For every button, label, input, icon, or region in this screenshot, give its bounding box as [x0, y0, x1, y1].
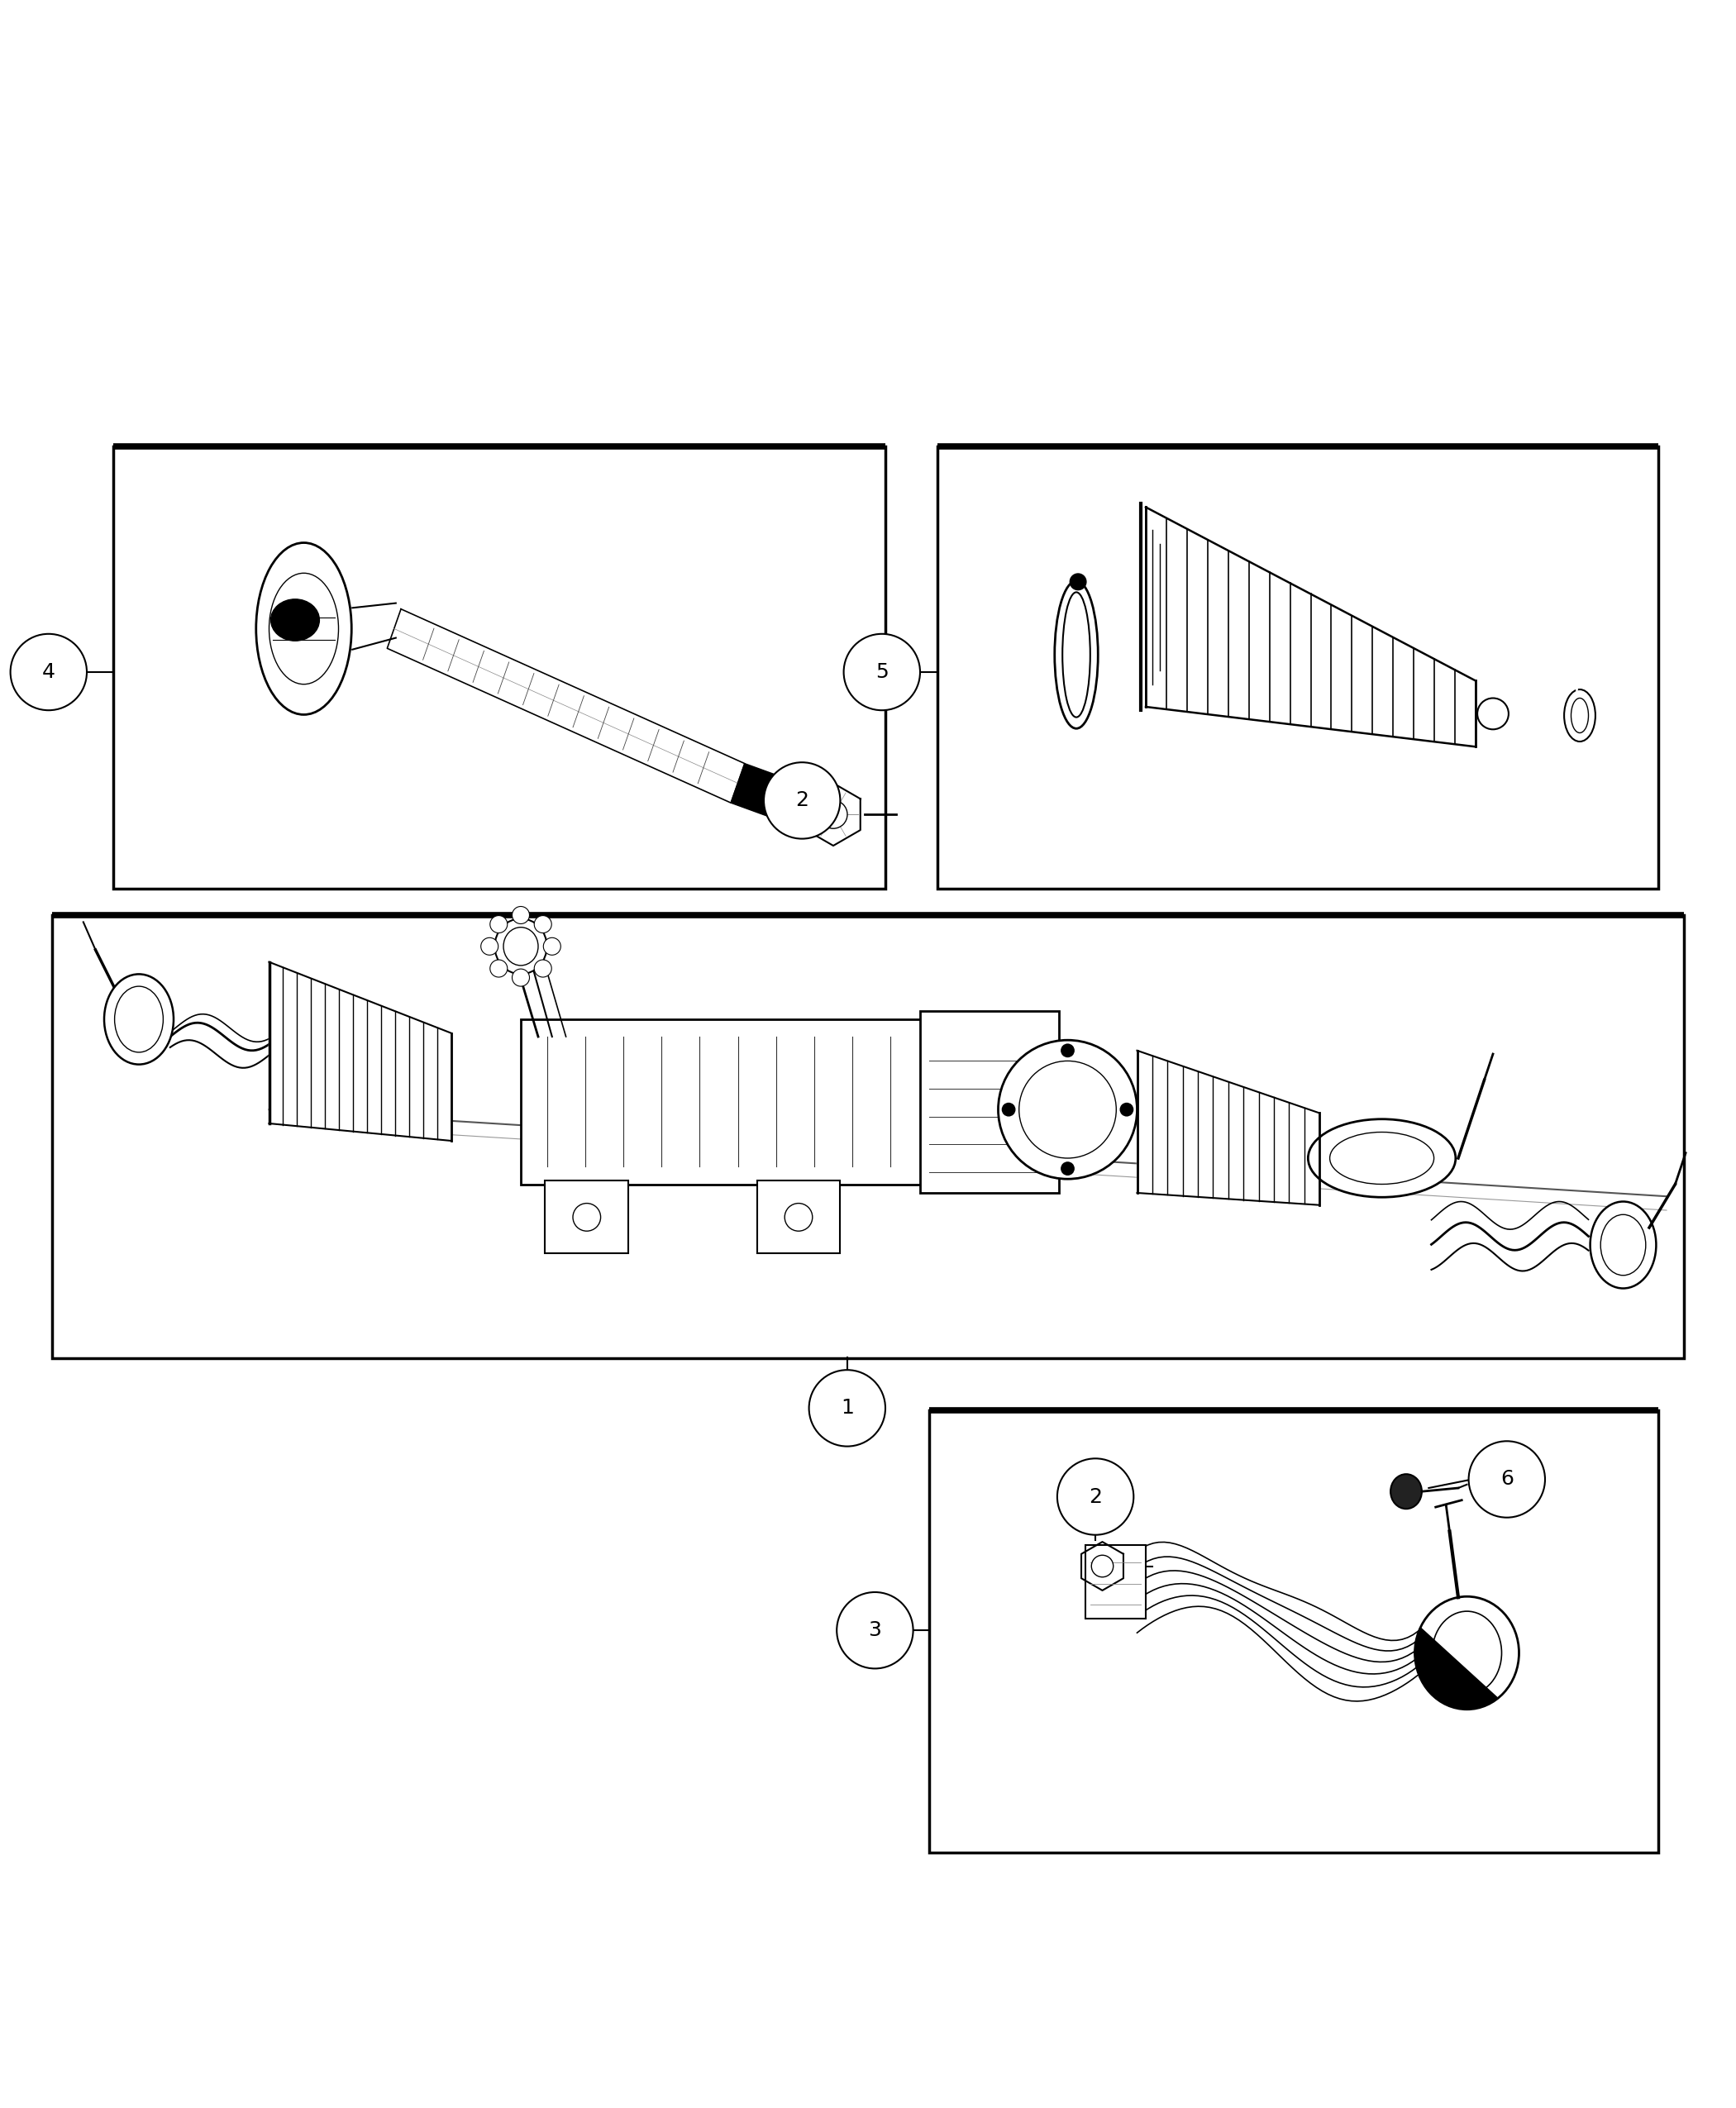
- Bar: [920, 1010, 1059, 1193]
- Circle shape: [844, 635, 920, 710]
- Ellipse shape: [1055, 582, 1097, 729]
- Circle shape: [535, 915, 552, 934]
- Bar: [757, 1180, 840, 1254]
- Circle shape: [490, 915, 507, 934]
- Ellipse shape: [1564, 689, 1595, 742]
- Circle shape: [1120, 1102, 1134, 1117]
- Bar: [521, 1020, 981, 1185]
- Circle shape: [543, 938, 561, 955]
- Circle shape: [1069, 573, 1087, 590]
- Polygon shape: [387, 609, 745, 803]
- Ellipse shape: [1062, 592, 1090, 717]
- Ellipse shape: [104, 974, 174, 1065]
- Polygon shape: [1415, 1627, 1498, 1707]
- Ellipse shape: [1590, 1202, 1656, 1288]
- Text: 6: 6: [1500, 1469, 1514, 1488]
- Circle shape: [512, 906, 529, 923]
- Polygon shape: [1137, 1050, 1319, 1206]
- Circle shape: [535, 959, 552, 978]
- Bar: [52, 915, 1684, 1358]
- Polygon shape: [1146, 508, 1476, 746]
- Ellipse shape: [257, 542, 351, 715]
- Circle shape: [1061, 1043, 1075, 1058]
- Ellipse shape: [1477, 698, 1509, 729]
- Ellipse shape: [1571, 698, 1588, 734]
- Circle shape: [1092, 1556, 1113, 1577]
- Bar: [545, 1180, 628, 1254]
- Text: 5: 5: [875, 662, 889, 683]
- Ellipse shape: [1415, 1596, 1519, 1710]
- Circle shape: [512, 970, 529, 987]
- Polygon shape: [1082, 1541, 1123, 1589]
- Text: 3: 3: [868, 1621, 882, 1640]
- Circle shape: [573, 1204, 601, 1231]
- Ellipse shape: [271, 599, 319, 641]
- Circle shape: [490, 959, 507, 978]
- Text: 4: 4: [42, 662, 56, 683]
- Circle shape: [837, 1592, 913, 1670]
- Circle shape: [481, 938, 498, 955]
- Ellipse shape: [1309, 1119, 1457, 1197]
- Circle shape: [10, 635, 87, 710]
- Polygon shape: [806, 784, 861, 845]
- Circle shape: [819, 801, 847, 828]
- Polygon shape: [731, 763, 802, 824]
- Bar: [937, 447, 1658, 890]
- Text: 2: 2: [1088, 1486, 1102, 1507]
- Ellipse shape: [495, 919, 547, 974]
- Polygon shape: [269, 961, 451, 1140]
- Circle shape: [998, 1039, 1137, 1178]
- Bar: [113, 447, 885, 890]
- Circle shape: [1469, 1442, 1545, 1518]
- Ellipse shape: [1391, 1473, 1422, 1509]
- Circle shape: [1002, 1102, 1016, 1117]
- Circle shape: [1057, 1459, 1134, 1535]
- Text: 2: 2: [795, 790, 809, 809]
- Text: 1: 1: [840, 1398, 854, 1419]
- Circle shape: [1061, 1162, 1075, 1176]
- Bar: [1085, 1545, 1146, 1619]
- Circle shape: [764, 763, 840, 839]
- Circle shape: [809, 1370, 885, 1446]
- Circle shape: [785, 1204, 812, 1231]
- Bar: [929, 1410, 1658, 1853]
